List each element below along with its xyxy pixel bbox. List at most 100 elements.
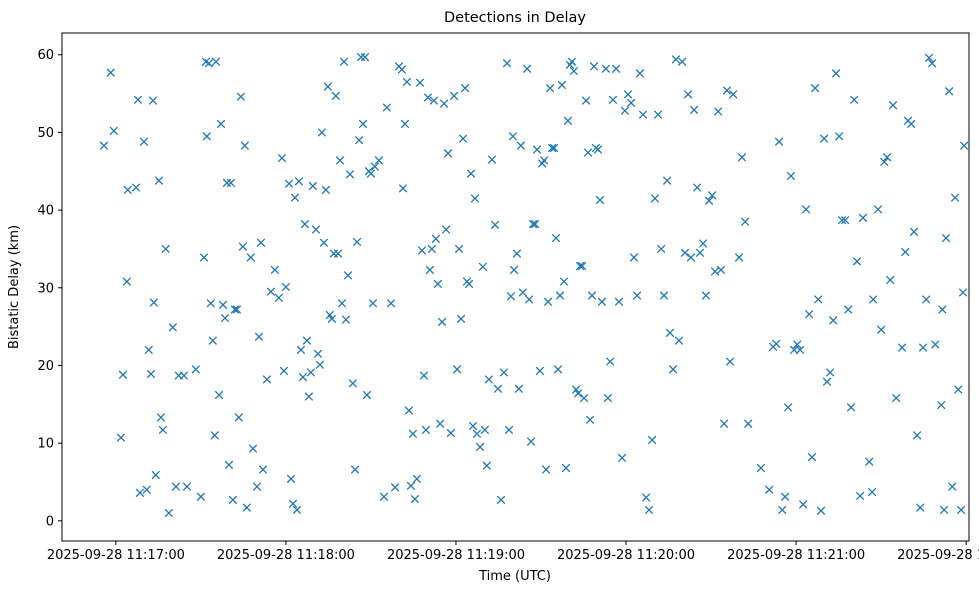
- scatter-point: [398, 184, 408, 193]
- scatter-point: [603, 394, 612, 403]
- scatter-point: [772, 339, 781, 348]
- x-tick-label: 2025-09-28 11:22:00: [897, 548, 979, 563]
- scatter-point: [826, 368, 835, 377]
- scatter-point: [440, 99, 449, 108]
- scatter-point: [948, 482, 957, 491]
- scatter-point: [442, 225, 451, 234]
- scatter-point: [549, 143, 559, 153]
- scatter-point: [493, 384, 502, 393]
- scatter-point: [382, 103, 391, 112]
- scatter-point: [847, 403, 856, 412]
- x-axis-label: Time (UTC): [478, 569, 551, 584]
- scatter-point: [139, 137, 148, 146]
- scatter-point: [686, 253, 695, 262]
- scatter-point: [555, 291, 565, 300]
- scatter-point: [151, 470, 160, 480]
- scatter-point: [472, 429, 482, 438]
- scatter-point: [234, 413, 243, 422]
- scatter-point: [415, 78, 425, 87]
- scatter-point: [722, 86, 731, 95]
- scatter-point: [345, 170, 355, 179]
- scatter-point: [852, 257, 862, 266]
- scatter-point: [595, 195, 605, 205]
- scatter-point: [408, 429, 417, 438]
- scatter-point: [589, 62, 599, 71]
- scatter-point: [844, 305, 853, 314]
- scatter-point: [331, 91, 340, 100]
- scatter-point: [499, 368, 508, 377]
- scatter-point: [587, 291, 597, 300]
- scatter-point: [270, 265, 279, 274]
- scatter-point: [354, 136, 364, 145]
- scatter-point: [877, 325, 886, 334]
- scatter-point: [496, 495, 506, 504]
- scatter-point: [937, 401, 946, 410]
- scatter-point: [835, 132, 844, 141]
- scatter-point: [629, 253, 639, 262]
- scatter-point: [425, 265, 434, 274]
- scatter-point: [116, 433, 126, 442]
- scatter-point: [133, 95, 143, 104]
- scatter-point: [419, 371, 428, 380]
- scatter-point: [308, 181, 317, 191]
- scatter-point: [339, 57, 349, 66]
- scatter-point: [695, 248, 705, 257]
- scatter-point: [504, 425, 514, 434]
- scatter-point: [669, 365, 678, 374]
- scatter-point: [431, 234, 440, 243]
- y-tick-label: 10: [37, 437, 54, 452]
- scatter-point: [106, 68, 115, 77]
- scatter-point: [404, 406, 413, 415]
- scatter-point: [478, 262, 487, 271]
- scatter-point: [171, 482, 180, 491]
- scatter-point: [379, 492, 389, 501]
- scatter-point: [123, 185, 132, 194]
- scatter-point: [627, 98, 636, 107]
- scatter-point: [304, 392, 313, 401]
- scatter-point: [597, 297, 606, 306]
- x-tick-label: 2025-09-28 11:17:00: [47, 548, 185, 563]
- scatter-point: [232, 305, 241, 314]
- scatter-point: [951, 193, 960, 202]
- scatter-point: [286, 474, 296, 483]
- scatter-point: [202, 132, 211, 141]
- scatter-point: [294, 177, 304, 186]
- scatter-point: [230, 305, 239, 314]
- scatter-point: [880, 157, 889, 166]
- scatter-point: [650, 194, 660, 203]
- scatter-point: [135, 488, 144, 497]
- scatter-point: [281, 282, 290, 292]
- scatter-point: [829, 316, 838, 325]
- scatter-point: [236, 92, 245, 101]
- y-tick-label: 0: [46, 514, 54, 529]
- scatter-point: [580, 394, 589, 403]
- scatter-point: [417, 246, 427, 255]
- scatter-point: [638, 110, 648, 119]
- scatter-point: [144, 345, 153, 354]
- scatter-point: [623, 90, 633, 99]
- scatter-point: [341, 315, 351, 324]
- scatter-point: [671, 55, 680, 64]
- scatter-point: [508, 132, 517, 141]
- scatter-point: [775, 137, 784, 146]
- scatter-point: [266, 287, 275, 296]
- scatter-point: [527, 437, 536, 446]
- scatter-point: [290, 193, 300, 202]
- scatter-point: [240, 141, 249, 150]
- scatter-point: [464, 279, 474, 288]
- scatter-point: [370, 162, 379, 171]
- scatter-point: [224, 460, 233, 469]
- scatter-point: [535, 366, 544, 375]
- scatter-point: [204, 59, 213, 68]
- scatter-point: [146, 369, 156, 379]
- scatter-point: [576, 261, 585, 271]
- scatter-point: [360, 53, 370, 62]
- scatter-point: [567, 57, 576, 66]
- scatter-point: [317, 128, 326, 137]
- scatter-point: [642, 493, 651, 502]
- scatter-point: [584, 148, 593, 157]
- scatter-point: [258, 465, 268, 474]
- scatter-point: [182, 482, 192, 491]
- scatter-point: [421, 425, 430, 434]
